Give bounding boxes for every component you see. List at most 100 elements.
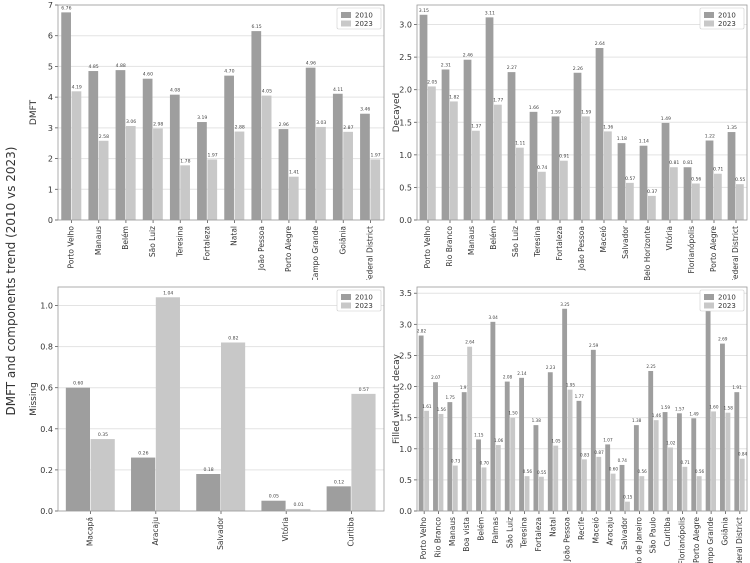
y-tick-label: 1.5 — [399, 414, 412, 423]
bar-2010-manaus — [88, 71, 99, 221]
x-tick-label: Goiânia — [720, 517, 729, 546]
bar-2023-federal-district — [370, 159, 381, 220]
legend-label-2010: 2010 — [718, 12, 736, 20]
x-tick-label: João Pessoa — [257, 226, 266, 271]
legend-label-2010: 2010 — [355, 12, 373, 20]
data-label: 0.55 — [537, 470, 547, 475]
bar-2010-vitoria — [661, 122, 670, 220]
data-label: 1.59 — [581, 109, 591, 115]
bar-2010-joao-pessoa — [573, 72, 582, 221]
plot-frame — [416, 4, 748, 221]
data-label: 2.26 — [573, 66, 583, 72]
bar-2010-curitiba — [326, 486, 351, 511]
x-tick-label: João Pessoa — [577, 226, 586, 271]
bar-2023-goiania — [343, 131, 353, 220]
data-label: 1.07 — [603, 437, 613, 442]
data-label: 3.11 — [485, 10, 495, 16]
bar-2023-sao-luiz — [153, 128, 163, 220]
x-tick-label: Florianópolis — [687, 226, 696, 274]
bar-2023-porto-velho — [428, 86, 436, 220]
data-label: 3.03 — [316, 120, 326, 126]
bar-2010-manaus — [447, 402, 453, 511]
data-label: 1.06 — [494, 438, 504, 443]
bar-2010-maceio — [595, 48, 604, 220]
data-label: 1.82 — [449, 94, 459, 100]
y-tick-label: 2.0 — [399, 86, 412, 95]
x-tick-label: São Luiz — [148, 226, 157, 257]
bar-2010-belem — [476, 439, 481, 511]
y-tick-label: 3.0 — [399, 21, 412, 30]
bar-2023-goiania — [725, 412, 731, 511]
data-label: 0.81 — [669, 160, 679, 166]
bar-2023-salvador — [221, 342, 246, 511]
y-tick-label: 2.5 — [399, 53, 412, 62]
data-label: 2.07 — [431, 375, 441, 380]
x-tick-label: Federal District — [731, 226, 740, 280]
data-label: 2.08 — [503, 375, 513, 380]
data-label: 0.81 — [683, 160, 693, 166]
data-label: 1.41 — [289, 170, 299, 176]
bar-2010-aracaju — [605, 444, 611, 511]
y-tick-label: 0.4 — [40, 425, 53, 434]
bar-2010-porto-alegre — [278, 129, 289, 220]
bar-2010-belem — [485, 17, 494, 221]
data-label: 0.70 — [480, 460, 490, 465]
y-tick-label: 1.5 — [399, 118, 412, 127]
data-label: 2.88 — [235, 125, 245, 131]
x-tick-label: Belém — [489, 226, 498, 250]
data-label: 0.55 — [735, 177, 745, 183]
y-axis-label: DMFT — [29, 99, 39, 125]
data-label: 1.91 — [460, 385, 470, 390]
bar-2023-joao-pessoa — [261, 95, 272, 220]
data-label: 0.71 — [680, 460, 690, 465]
data-label: 1.15 — [474, 432, 484, 437]
data-label: 1.38 — [532, 418, 542, 423]
chart-dmft: 0 1 2 3 4 5 6 7 DMFT 6.76 4.19 Porto Velho 4.85 2.58 M… — [29, 1, 385, 280]
data-label: 1.38 — [632, 418, 642, 423]
data-label: 0.83 — [580, 452, 590, 457]
data-label: 0.18 — [203, 467, 213, 473]
data-label: 4.05 — [262, 89, 272, 95]
data-label: 4.96 — [306, 61, 316, 67]
x-tick-label: Porto Velho — [423, 226, 432, 269]
data-label: 0.74 — [618, 458, 628, 463]
bar-2023-natal — [234, 131, 245, 220]
x-tick-label: São Paulo — [649, 517, 658, 554]
bar-2010-natal — [224, 75, 234, 221]
bar-2023-joao-pessoa — [567, 389, 573, 511]
bar-2023-federal-district — [739, 458, 745, 511]
bar-2023-teresina — [180, 165, 190, 220]
x-tick-label: Manaus — [94, 226, 103, 255]
x-tick-label: Goiânia — [338, 226, 347, 255]
bar-2010-macapa — [65, 387, 90, 511]
data-label: 0.12 — [334, 479, 344, 485]
bar-2023-federal-district — [736, 184, 744, 220]
x-tick-label: Porto Alegre — [692, 517, 701, 563]
y-tick-label: 3.0 — [399, 320, 412, 329]
data-label: 1.57 — [675, 406, 685, 411]
x-tick-label: Federal District — [735, 517, 744, 563]
data-label: 0.56 — [523, 469, 533, 474]
chart-missing: 0.0 0.2 0.4 0.6 0.8 1.0 Missing 0.60 0.35 Macapá 0… — [29, 286, 385, 550]
bar-2010-porto-velho — [61, 12, 71, 220]
x-tick-label: Salvador — [620, 516, 629, 550]
x-tick-label: Teresina — [520, 517, 529, 549]
bar-2023-macapa — [90, 439, 115, 511]
bar-2010-salvador — [617, 143, 626, 220]
data-label: 0.91 — [559, 154, 569, 160]
data-label: 2.64 — [465, 340, 475, 345]
y-tick-label: 0.0 — [40, 507, 53, 516]
data-label: 0.56 — [695, 469, 705, 474]
data-label: 3.06 — [126, 119, 136, 125]
legend-swatch-2010 — [341, 12, 351, 18]
legend-label-2023: 2023 — [355, 302, 373, 310]
data-label: 1.46 — [652, 413, 662, 418]
x-tick-label: Natal — [548, 517, 557, 537]
bar-2010-sao-luiz — [504, 381, 510, 511]
x-tick-label: Porto Velho — [419, 517, 428, 560]
data-label: 3.15 — [419, 8, 429, 14]
data-label: 0.60 — [73, 381, 83, 387]
y-tick-label: 0.2 — [40, 466, 53, 475]
data-label: 2.87 — [343, 125, 353, 131]
x-tick-label: Porto Alegre — [284, 226, 293, 272]
